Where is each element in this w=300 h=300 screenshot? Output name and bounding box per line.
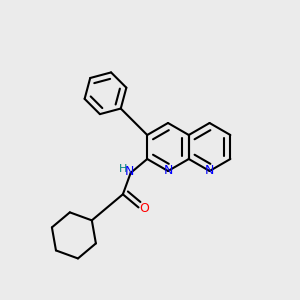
Text: N: N	[205, 164, 214, 178]
Text: H: H	[119, 164, 128, 174]
Text: O: O	[139, 202, 149, 215]
Text: N: N	[163, 164, 173, 178]
Text: N: N	[124, 165, 134, 178]
